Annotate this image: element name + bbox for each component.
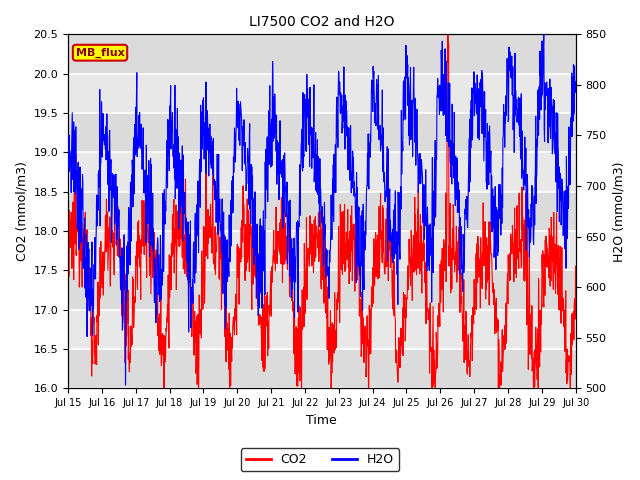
Title: LI7500 CO2 and H2O: LI7500 CO2 and H2O xyxy=(249,15,395,29)
Bar xyxy=(68,270,575,310)
Bar xyxy=(68,192,575,231)
Y-axis label: CO2 (mmol/m3): CO2 (mmol/m3) xyxy=(15,161,28,261)
Bar xyxy=(68,35,575,73)
Bar xyxy=(68,349,575,388)
Legend: CO2, H2O: CO2, H2O xyxy=(241,448,399,471)
Y-axis label: H2O (mmol/m3): H2O (mmol/m3) xyxy=(612,161,625,262)
Text: MB_flux: MB_flux xyxy=(76,48,124,58)
X-axis label: Time: Time xyxy=(307,414,337,427)
Bar xyxy=(68,113,575,152)
